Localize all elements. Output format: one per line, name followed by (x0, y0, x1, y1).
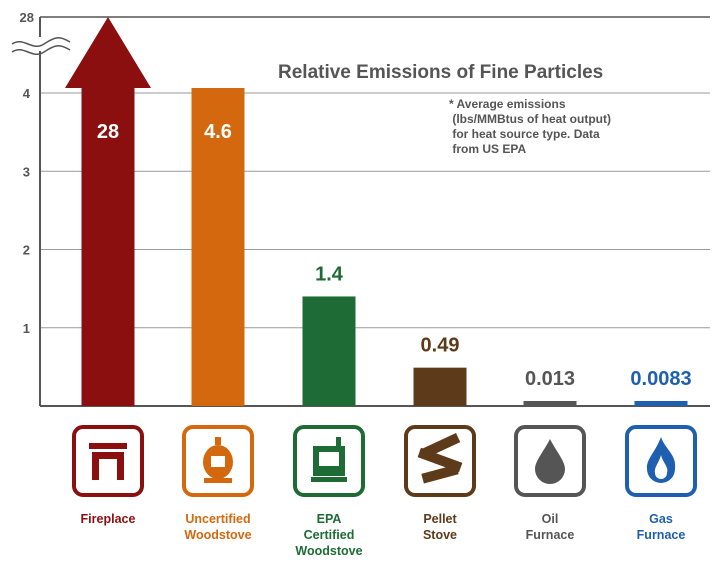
bar-2 (302, 296, 356, 406)
bars (65, 17, 688, 406)
y-tick-label: 2 (23, 243, 30, 258)
chart-title: Relative Emissions of Fine Particles (278, 62, 603, 83)
axis-break-mark (11, 37, 71, 55)
y-tick-label: 1 (23, 321, 30, 336)
value-label: 0.49 (421, 335, 460, 357)
woodstove-icon (182, 425, 254, 497)
value-label: 0.0083 (630, 368, 691, 390)
y-tick-label: 3 (23, 164, 30, 179)
grid-lines (11, 16, 710, 407)
y-tick-label: 28 (20, 10, 34, 25)
bar-5 (634, 401, 688, 406)
value-label: 4.6 (204, 121, 232, 143)
category-label: Oil Furnace (525, 512, 575, 542)
value-label: 28 (97, 121, 119, 143)
oil-drop-icon (514, 425, 586, 497)
category-label: Fireplace (80, 512, 136, 526)
pellet-icon (404, 425, 476, 497)
chart-note: * Average emissions (lbs/MMBtus of heat … (449, 97, 611, 156)
y-axis-ticks: 1 2 3 4 28 (20, 10, 34, 336)
certified-woodstove-icon (293, 425, 365, 497)
category-label: Uncertified Woodstove (184, 512, 252, 542)
category-label: EPA Certified Woodstove (295, 512, 363, 558)
category-icons (72, 425, 697, 497)
y-tick-label: 4 (23, 86, 31, 101)
gas-flame-icon (625, 425, 697, 497)
bar-0 (65, 17, 151, 406)
bar-3 (413, 367, 467, 406)
category-label: Pellet Stove (422, 512, 458, 542)
value-label: 1.4 (315, 263, 344, 285)
value-label: 0.013 (525, 368, 575, 390)
value-labels: 28 4.6 1.4 0.49 0.013 0.0083 (97, 121, 692, 390)
fireplace-icon (72, 425, 144, 497)
bar-4 (523, 401, 577, 406)
bar-1 (191, 88, 245, 406)
category-label: Gas Furnace (636, 512, 686, 542)
